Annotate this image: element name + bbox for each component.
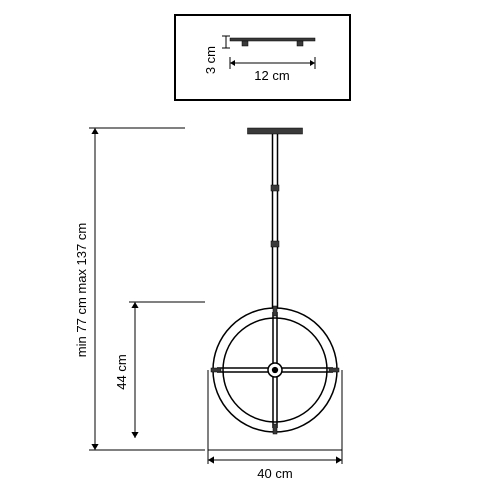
globe-height-label: 44 cm (114, 354, 129, 389)
canopy (248, 128, 303, 134)
overall-height-label: min 77 cm max 137 cm (74, 223, 89, 357)
dimension-diagram: 3 cm 12 cm min 77 cm max 137 cm 44 cm 40 cm (0, 0, 500, 500)
inset-width-label: 12 cm (254, 68, 289, 83)
globe-width-label: 40 cm (257, 466, 292, 481)
inset-box (175, 15, 350, 100)
inset-height-label: 3 cm (203, 46, 218, 74)
